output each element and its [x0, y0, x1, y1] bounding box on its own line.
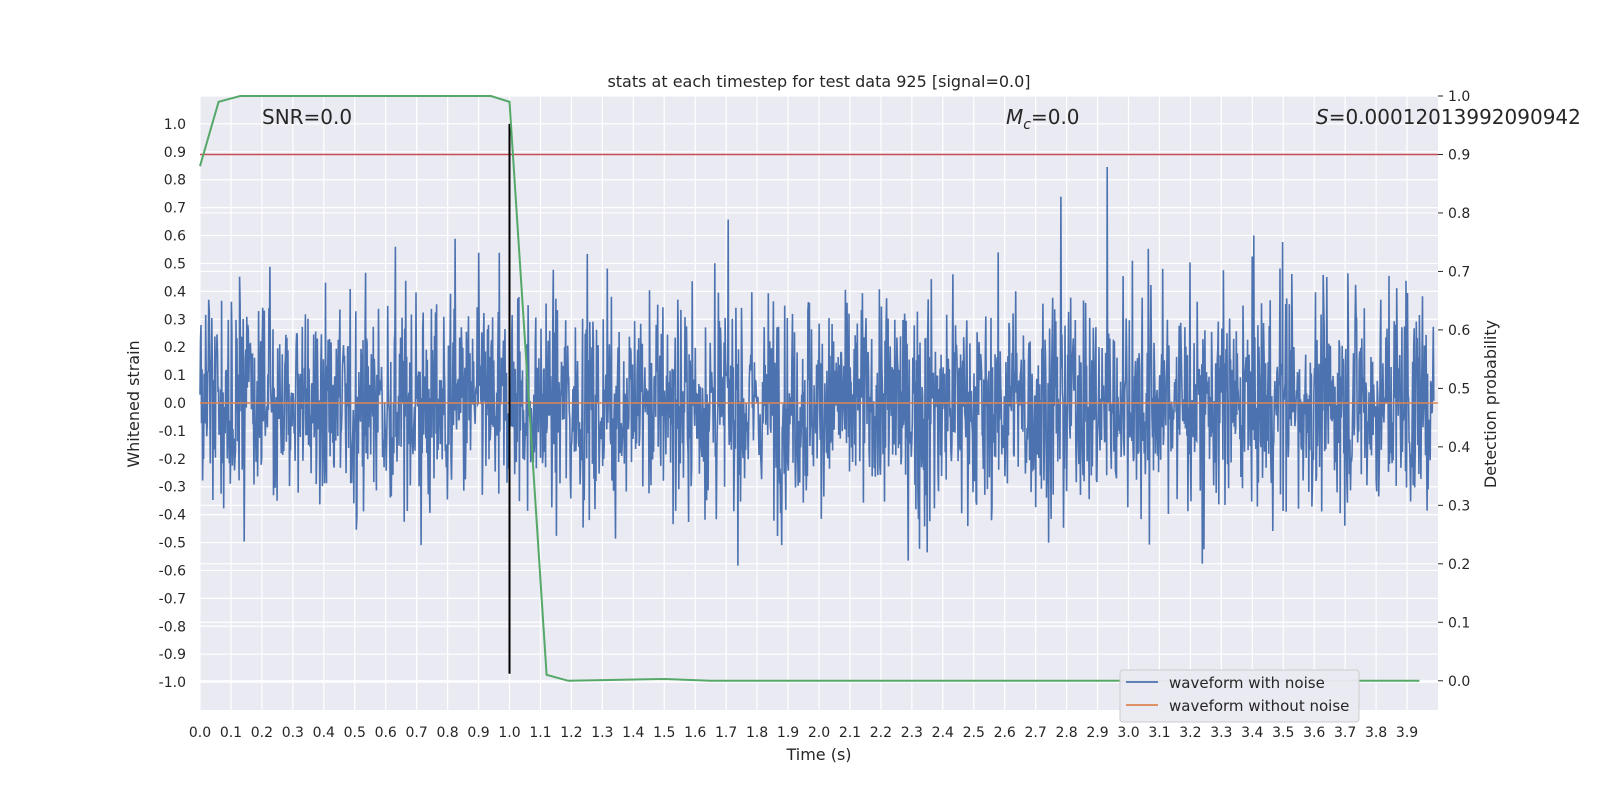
x-tick-label: 2.5 [963, 725, 985, 741]
y-tick-label: 0.2 [164, 340, 186, 356]
y2-tick-label: 0.6 [1448, 323, 1470, 339]
y2-tick-label: 1.0 [1448, 89, 1470, 105]
y-tick-label: -1.0 [159, 675, 186, 691]
x-tick-label: 1.1 [529, 725, 551, 741]
x-tick-label: 2.2 [870, 725, 892, 741]
y2-axis-label: Detection probability [1481, 320, 1500, 488]
chart-title: stats at each timestep for test data 925… [607, 72, 1030, 91]
detection-probability-line [199, 95, 1420, 682]
y-tick-label: 0.7 [164, 201, 186, 217]
y-tick-label: 0.3 [164, 312, 186, 328]
x-tick-label: 2.1 [839, 725, 861, 741]
x-tick-label: 2.3 [901, 725, 923, 741]
y2-tick-label: 0.1 [1448, 615, 1470, 631]
x-tick-label: 0.4 [313, 725, 335, 741]
x-axis-label: Time (s) [785, 745, 851, 764]
y-tick-label: 0.1 [164, 368, 186, 384]
x-tick-label: 3.5 [1272, 725, 1294, 741]
x-tick-label: 0.1 [220, 725, 242, 741]
y-tick-label: 0.0 [164, 396, 186, 412]
x-tick-label: 2.0 [808, 725, 830, 741]
x-tick-label: 3.4 [1241, 725, 1263, 741]
y-tick-label: 0.9 [164, 145, 186, 161]
x-tick-label: 1.9 [777, 725, 799, 741]
y-tick-label: -0.6 [159, 563, 186, 579]
x-tick-label: 0.2 [251, 725, 273, 741]
x-tick-label: 1.5 [653, 725, 675, 741]
y-tick-label: 0.5 [164, 256, 186, 272]
legend-label-noise: waveform with noise [1169, 674, 1325, 692]
x-tick-label: 2.4 [932, 725, 954, 741]
x-tick-label: 1.4 [622, 725, 644, 741]
x-tick-label: 3.8 [1365, 725, 1387, 741]
legend-box [1119, 669, 1360, 723]
x-tick-label: 1.7 [715, 725, 737, 741]
x-tick-label: 0.8 [436, 725, 458, 741]
waveform-with-noise-line [199, 166, 1435, 566]
s-annotation: S=0.00012013992090942 [1316, 105, 1581, 129]
x-tick-label: 2.9 [1086, 725, 1108, 741]
x-tick-label: 3.9 [1396, 725, 1418, 741]
x-tick-label: 3.2 [1179, 725, 1201, 741]
y-tick-label: 0.6 [164, 229, 186, 245]
y-tick-label: -0.2 [159, 452, 186, 468]
x-tick-label: 0.0 [189, 725, 211, 741]
mc-annotation: Mc=0.0 [1006, 105, 1080, 133]
x-tick-label: 0.6 [375, 725, 397, 741]
y2-tick-label: 0.2 [1448, 557, 1470, 573]
waveform-with-noise-path [199, 166, 1435, 566]
y2-tick-label: 0.5 [1448, 381, 1470, 397]
y-tick-label: -0.8 [159, 619, 186, 635]
x-tick-label: 2.6 [994, 725, 1016, 741]
tick-labels: 0.0 0.1 0.2 0.3 0.4 0.5 0.6 0.7 0.8 0.9 1.0 1.1 1.2 1… [159, 89, 1471, 741]
x-tick-label: 0.7 [406, 725, 428, 741]
x-tick-label: 0.3 [282, 725, 304, 741]
y-tick-label: -0.3 [159, 480, 186, 496]
y2-tick-label: 0.4 [1448, 440, 1470, 456]
x-tick-label: 2.7 [1025, 725, 1047, 741]
x-tick-label: 1.8 [746, 725, 768, 741]
x-tick-label: 1.6 [684, 725, 706, 741]
y2-tick-label: 0.8 [1448, 206, 1470, 222]
legend-label-clean: waveform without noise [1169, 697, 1349, 715]
x-tick-label: 1.2 [560, 725, 582, 741]
y-tick-label: 0.4 [164, 284, 186, 300]
x-tick-label: 1.0 [498, 725, 520, 741]
x-tick-label: 0.5 [344, 725, 366, 741]
x-tick-label: 0.9 [467, 725, 489, 741]
x-tick-label: 3.3 [1210, 725, 1232, 741]
y2-tick-label: 0.3 [1448, 498, 1470, 514]
y-axis-label: Whitened strain [124, 340, 143, 467]
y-tick-label: 1.0 [164, 117, 186, 133]
y-tick-label: 0.8 [164, 173, 186, 189]
x-tick-label: 3.7 [1334, 725, 1356, 741]
x-tick-label: 3.6 [1303, 725, 1325, 741]
snr-annotation: SNR=0.0 [262, 105, 352, 129]
y-tick-label: -0.5 [159, 536, 186, 552]
x-tick-label: 3.1 [1148, 725, 1170, 741]
y2-tick-label: 0.9 [1448, 147, 1470, 163]
y2-tick-label: 0.0 [1448, 674, 1470, 690]
y-tick-label: -0.4 [159, 508, 186, 524]
legend: waveform with noise waveform without noi… [1119, 669, 1360, 723]
y-tick-label: -0.7 [159, 591, 186, 607]
y-tick-label: -0.1 [159, 424, 186, 440]
x-tick-label: 3.0 [1117, 725, 1139, 741]
y2-tick-label: 0.7 [1448, 264, 1470, 280]
x-tick-label: 1.3 [591, 725, 613, 741]
y-tick-label: -0.9 [159, 647, 186, 663]
x-tick-label: 2.8 [1055, 725, 1077, 741]
